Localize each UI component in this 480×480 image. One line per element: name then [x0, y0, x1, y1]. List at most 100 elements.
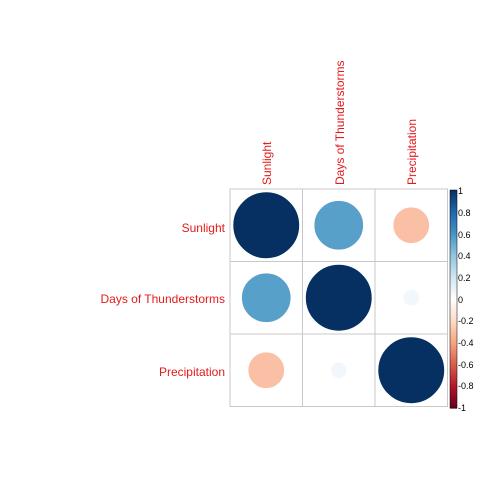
legend-color-segment	[450, 401, 457, 405]
correlation-circle	[247, 351, 285, 389]
legend-color-segment	[450, 270, 457, 274]
legend-color-segment	[450, 266, 457, 270]
legend-color-segment	[450, 384, 457, 387]
column-label-precipitation: Precipitation	[405, 119, 419, 185]
legend-color-segment	[450, 399, 457, 403]
legend-color-segment	[450, 244, 457, 248]
legend-color-segment	[450, 314, 457, 318]
correlation-circle	[377, 336, 445, 404]
legend-color-segment	[450, 296, 457, 300]
legend-color-segment	[450, 338, 457, 342]
legend-color-segment	[450, 307, 457, 311]
legend-color-segment	[450, 198, 457, 202]
legend-color-segment	[450, 312, 457, 315]
legend-color-segment	[450, 200, 457, 204]
legend-color-segment	[450, 327, 457, 331]
legend-color-segment	[450, 370, 457, 374]
legend-color-segment	[450, 333, 457, 337]
legend-tick: 0.6	[458, 230, 471, 240]
column-labels: Sunlight Days of Thunderstorms Precipita…	[260, 61, 419, 186]
legend-color-segment	[450, 349, 457, 352]
legend-color-segment	[450, 331, 457, 335]
legend-color-segment	[450, 388, 457, 392]
legend-color-segment	[450, 253, 457, 256]
correlation-circle	[330, 361, 348, 379]
legend-color-segment	[450, 285, 457, 289]
legend-color-segment	[450, 394, 457, 398]
legend-color-segment	[450, 325, 457, 328]
legend-color-segment	[450, 318, 457, 322]
legend-color-segment	[450, 320, 457, 324]
legend-tick: 1	[458, 186, 463, 196]
legend-color-segment	[450, 303, 457, 307]
legend-color-segment	[450, 379, 457, 383]
legend-tick: -0.8	[458, 381, 474, 391]
legend-color-segment	[450, 203, 457, 206]
legend-color-segment	[450, 196, 457, 200]
legend-tick: -0.4	[458, 338, 474, 348]
legend-color-segment	[450, 275, 457, 278]
legend-color-segment	[450, 288, 457, 291]
legend-color-segment	[450, 242, 457, 246]
legend-color-segment	[450, 366, 457, 370]
legend-color-segment	[450, 336, 457, 339]
correlation-circle	[241, 272, 292, 323]
row-label-precipitation: Precipitation	[159, 365, 225, 379]
legend-color-segment	[450, 377, 457, 381]
legend-color-segment	[450, 224, 457, 228]
legend-color-segment	[450, 264, 457, 267]
legend-color-segment	[450, 259, 457, 263]
legend-color-segment	[450, 351, 457, 355]
legend-color-segment	[450, 220, 457, 224]
legend-color-segment	[450, 364, 457, 368]
legend-color-segment	[450, 190, 457, 193]
legend-color-segment	[450, 257, 457, 261]
legend-color-segment	[450, 281, 457, 285]
color-legend	[449, 189, 458, 409]
legend-color-segment	[450, 362, 457, 365]
legend-color-segment	[450, 386, 457, 389]
legend-color-segment	[450, 368, 457, 372]
legend-color-segment	[450, 373, 457, 376]
legend-color-segment	[450, 261, 457, 265]
legend-color-segment	[450, 235, 457, 239]
legend-color-segment	[450, 211, 457, 215]
legend-color-segment	[450, 277, 457, 280]
legend-color-segment	[450, 192, 457, 195]
legend-color-segment	[450, 344, 457, 348]
correlation-circle	[313, 200, 364, 251]
legend-color-segment	[450, 205, 457, 209]
legend-color-segment	[450, 340, 457, 344]
correlation-circle	[305, 264, 373, 332]
legend-color-segment	[450, 309, 457, 313]
correlation-circles	[232, 191, 445, 404]
correlation-circle	[402, 289, 420, 307]
legend-color-segment	[450, 357, 457, 361]
legend-color-segment	[450, 222, 457, 226]
legend-color-segment	[450, 316, 457, 320]
color-legend-ticks: 1 0.8 0.6 0.4 0.2 0 -0.2 -0.4 -0.6 -0.8 …	[458, 186, 474, 413]
legend-color-segment	[450, 237, 457, 241]
legend-color-segment	[450, 405, 457, 409]
legend-tick: -0.6	[458, 360, 474, 370]
legend-color-segment	[450, 227, 457, 230]
legend-color-segment	[450, 240, 457, 243]
legend-color-segment	[450, 229, 457, 233]
correlation-circle	[392, 206, 430, 244]
legend-color-segment	[450, 283, 457, 287]
legend-color-segment	[450, 342, 457, 346]
legend-tick: 0.4	[458, 251, 471, 261]
column-label-days-of-thunderstorms: Days of Thunderstorms	[333, 61, 347, 186]
legend-color-segment	[450, 251, 457, 254]
legend-color-segment	[450, 301, 457, 304]
legend-tick: -1	[458, 403, 466, 413]
legend-color-segment	[450, 305, 457, 309]
legend-color-segment	[450, 360, 457, 363]
legend-color-segment	[450, 322, 457, 326]
legend-color-segment	[450, 207, 457, 211]
legend-color-segment	[450, 292, 457, 296]
legend-frame	[449, 189, 458, 409]
row-label-days-of-thunderstorms: Days of Thunderstorms	[101, 292, 226, 306]
legend-tick: -0.2	[458, 316, 474, 326]
